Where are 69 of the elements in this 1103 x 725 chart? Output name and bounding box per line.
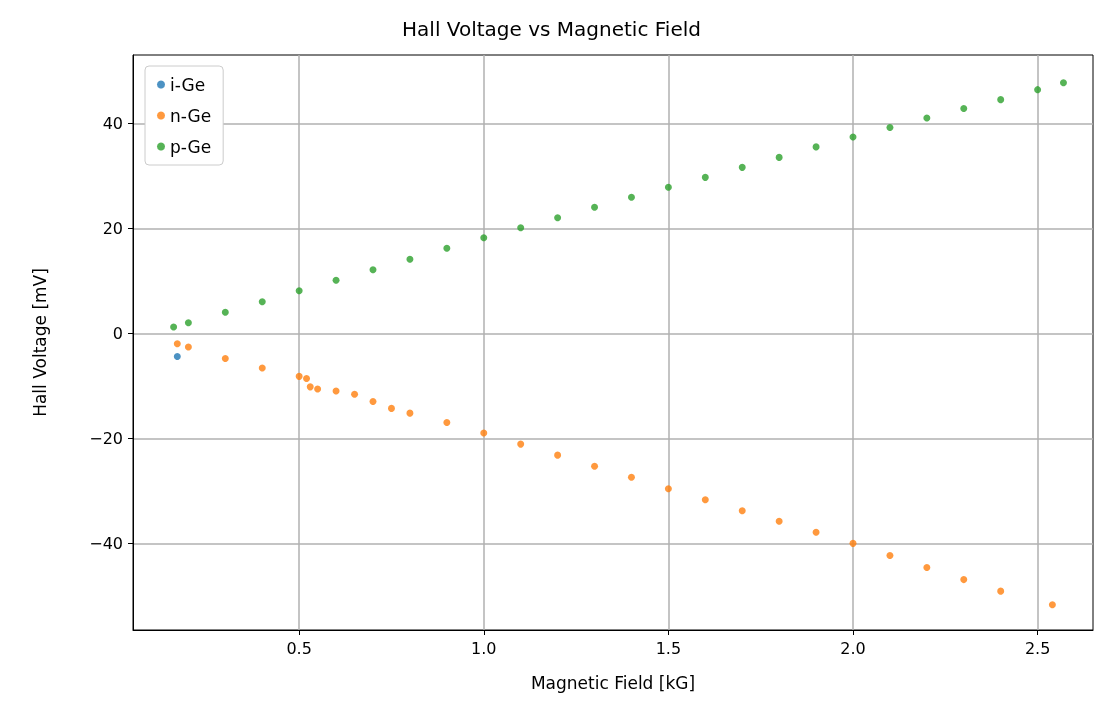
point xyxy=(1048,601,1056,609)
point xyxy=(1034,86,1042,94)
legend-label: p-Ge xyxy=(170,136,212,157)
point xyxy=(480,429,488,437)
point xyxy=(406,409,414,417)
point xyxy=(295,372,303,380)
point xyxy=(960,105,968,113)
point xyxy=(369,266,377,274)
y-axis-title: Hall Voltage [mV] xyxy=(29,268,50,417)
y-tick-label: −40 xyxy=(89,533,123,553)
point xyxy=(258,364,266,372)
point xyxy=(295,287,303,295)
point xyxy=(170,323,178,331)
point xyxy=(849,539,857,547)
point xyxy=(369,398,377,406)
point xyxy=(443,244,451,252)
legend-label: i-Ge xyxy=(170,74,206,95)
point xyxy=(812,528,820,536)
legend-label: n-Ge xyxy=(170,105,212,126)
chart-title: Hall Voltage vs Magnetic Field xyxy=(402,17,701,41)
x-tick-label: 0.5 xyxy=(286,638,312,658)
point xyxy=(664,183,672,191)
point xyxy=(443,419,451,427)
point xyxy=(627,193,635,201)
point xyxy=(701,496,709,504)
point xyxy=(886,551,894,559)
point xyxy=(886,123,894,131)
point xyxy=(775,153,783,161)
point xyxy=(554,214,562,222)
point xyxy=(664,485,672,493)
point xyxy=(351,390,359,398)
point xyxy=(173,340,181,348)
point xyxy=(591,203,599,211)
point xyxy=(701,173,709,181)
y-tick-label: −20 xyxy=(89,428,123,448)
point xyxy=(554,451,562,459)
x-tick-label: 2.0 xyxy=(840,638,866,658)
point xyxy=(960,576,968,584)
point xyxy=(923,564,931,572)
x-axis-title: Magnetic Field [kG] xyxy=(530,672,696,693)
point xyxy=(738,163,746,171)
point xyxy=(517,224,525,232)
y-tick-label: 40 xyxy=(102,113,123,133)
y-tick-label: 20 xyxy=(102,218,123,238)
point xyxy=(406,255,414,263)
point xyxy=(184,343,192,351)
point xyxy=(517,440,525,448)
x-tick-label: 1.0 xyxy=(471,638,497,658)
point xyxy=(997,587,1005,595)
point xyxy=(221,308,229,316)
point xyxy=(591,462,599,470)
point xyxy=(997,96,1005,104)
point xyxy=(332,276,340,284)
point xyxy=(221,355,229,363)
point xyxy=(173,352,181,360)
x-tick-label: 2.5 xyxy=(1024,638,1051,658)
point xyxy=(306,383,314,391)
point xyxy=(775,517,783,525)
point xyxy=(314,385,322,393)
point xyxy=(184,319,192,327)
x-tick-label: 1.5 xyxy=(655,638,682,658)
point xyxy=(1059,79,1067,87)
y-tick-label: 0 xyxy=(112,323,123,343)
point xyxy=(258,298,266,306)
point xyxy=(480,234,488,242)
point xyxy=(387,404,395,412)
point xyxy=(303,374,311,382)
point xyxy=(738,507,746,515)
point xyxy=(627,473,635,481)
